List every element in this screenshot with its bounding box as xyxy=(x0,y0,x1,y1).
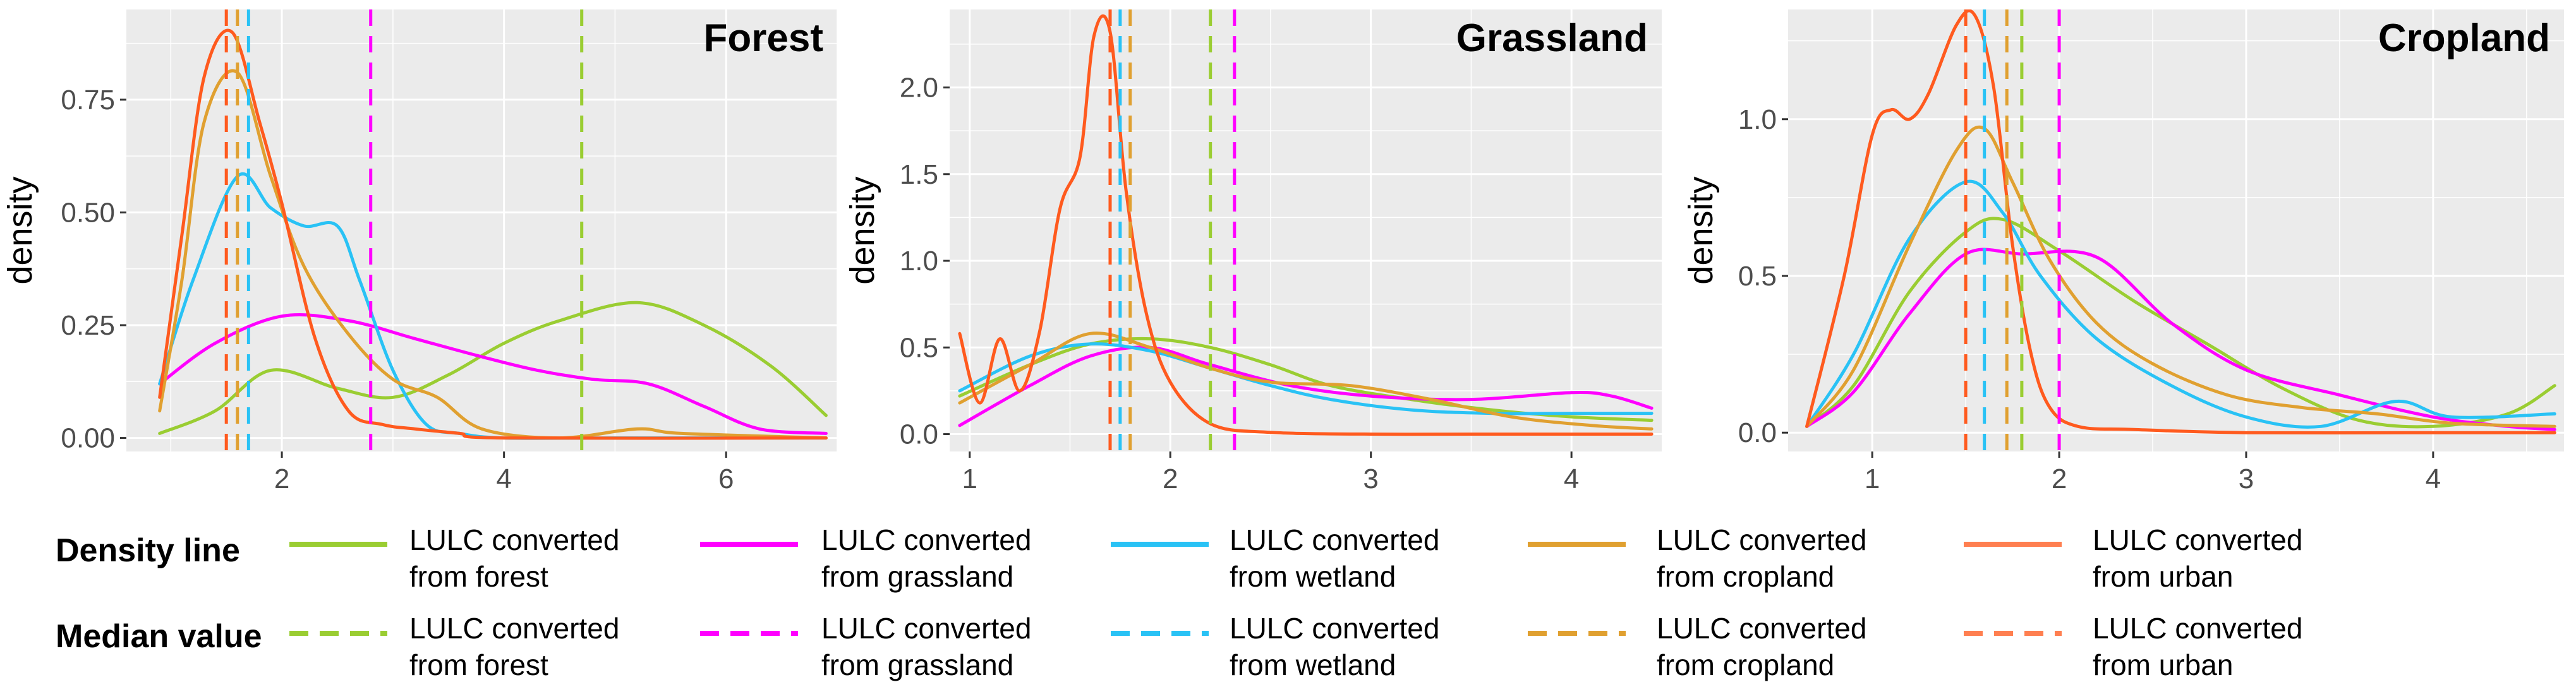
density-line-grassland xyxy=(958,345,1654,427)
legend-median-value-label: Median value xyxy=(56,618,262,655)
density-line-forest xyxy=(1805,217,2556,429)
density-line-grassland xyxy=(1805,248,2556,431)
y-tick-label: 0.5 xyxy=(1738,261,1777,292)
chart-panels: 2 4 6 0.00 0.25 0.50 0.75 density Forest 1 2 3 4 0.0 0… xyxy=(1,9,2564,494)
panel-cropland: 1 2 3 4 0.0 0.5 1.0 density Cropland xyxy=(1682,9,2564,494)
legend-density-forest-text: LULC converted from forest xyxy=(409,523,620,593)
density-line-urban xyxy=(1805,9,2556,435)
y-axis-title: density xyxy=(844,176,881,284)
x-tick-label: 3 xyxy=(2239,463,2254,494)
legend-median-grassland-text: LULC converted from grassland xyxy=(821,612,1032,681)
panel-forest: 2 4 6 0.00 0.25 0.50 0.75 density Forest xyxy=(1,9,838,494)
legend-density-cropland-text: LULC converted from cropland xyxy=(1657,523,1867,593)
legend-density-grassland-text: LULC converted from grassland xyxy=(821,523,1032,593)
x-tick-label: 4 xyxy=(496,463,511,494)
legend-median-wetland-text: LULC converted from wetland xyxy=(1230,612,1440,681)
y-tick-label: 0.00 xyxy=(61,423,115,454)
x-tick-label: 3 xyxy=(1363,463,1378,494)
y-tick-label: 0.75 xyxy=(61,85,115,116)
legend-swatches xyxy=(289,542,2062,636)
plot-background xyxy=(126,9,837,451)
y-axis-title: density xyxy=(1,176,39,284)
density-line-cropland xyxy=(958,332,1654,431)
density-line-urban xyxy=(958,14,1654,436)
x-tick-label: 4 xyxy=(2426,463,2441,494)
x-tick-label: 6 xyxy=(718,463,734,494)
legend-density-urban-text: LULC converted from urban xyxy=(2093,523,2303,593)
y-tick-label: 0.25 xyxy=(61,310,115,341)
density-line-grassland xyxy=(158,313,828,435)
plot-area xyxy=(958,9,1654,451)
density-line-urban xyxy=(158,28,828,440)
x-tick-label: 4 xyxy=(1564,463,1579,494)
y-tick-label: 0.0 xyxy=(900,419,938,450)
y-tick-label: 1.5 xyxy=(900,159,938,190)
density-line-wetland xyxy=(1805,179,2556,429)
legend-density-wetland-text: LULC converted from wetland xyxy=(1230,523,1440,593)
plot-background xyxy=(1788,9,2564,451)
legend-density-line-label: Density line xyxy=(56,532,240,569)
panel-title: Forest xyxy=(704,16,823,60)
plot-area xyxy=(1805,9,2556,451)
y-tick-label: 2.0 xyxy=(900,73,938,104)
panel-title: Grassland xyxy=(1456,16,1648,60)
y-tick-label: 0.0 xyxy=(1738,417,1777,448)
x-tick-label: 2 xyxy=(1163,463,1178,494)
y-tick-label: 1.0 xyxy=(900,246,938,277)
y-tick-label: 0.5 xyxy=(900,332,938,363)
x-tick-label: 1 xyxy=(962,463,977,494)
density-line-cropland xyxy=(158,69,828,440)
density-line-cropland xyxy=(1805,125,2556,428)
legend-median-forest-text: LULC converted from forest xyxy=(409,612,620,681)
x-tick-label: 1 xyxy=(1865,463,1880,494)
density-line-forest xyxy=(158,301,828,435)
x-tick-label: 2 xyxy=(2052,463,2067,494)
y-axis-title: density xyxy=(1682,176,1720,284)
x-tick-label: 2 xyxy=(274,463,289,494)
legend-median-cropland-text: LULC converted from cropland xyxy=(1657,612,1867,681)
panel-title: Cropland xyxy=(2378,16,2550,60)
density-line-wetland xyxy=(958,342,1654,415)
y-tick-label: 1.0 xyxy=(1738,104,1777,135)
legend-median-urban-text: LULC converted from urban xyxy=(2093,612,2303,681)
y-tick-label: 0.50 xyxy=(61,197,115,228)
panel-grassland: 1 2 3 4 0.0 0.5 1.0 1.5 2.0 density Grassland xyxy=(844,9,1662,494)
plot-area xyxy=(158,9,828,451)
